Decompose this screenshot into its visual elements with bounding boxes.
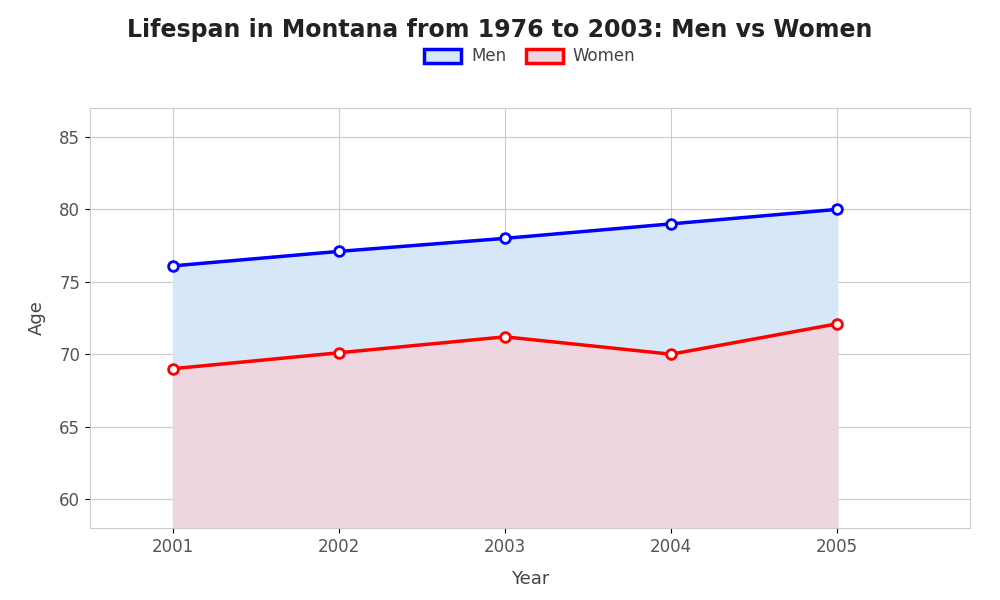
X-axis label: Year: Year (511, 569, 549, 587)
Legend: Men, Women: Men, Women (418, 41, 642, 72)
Text: Lifespan in Montana from 1976 to 2003: Men vs Women: Lifespan in Montana from 1976 to 2003: M… (127, 18, 873, 42)
Y-axis label: Age: Age (27, 301, 45, 335)
